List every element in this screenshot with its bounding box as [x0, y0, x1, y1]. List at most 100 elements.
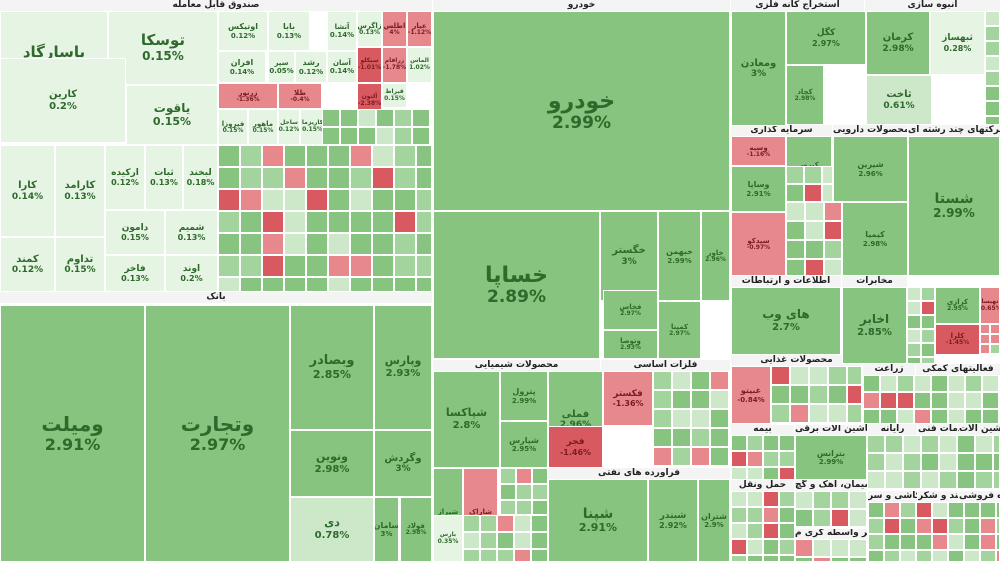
stock-tile-small[interactable]: [779, 435, 795, 451]
stock-tile-small[interactable]: [653, 390, 672, 409]
stock-tile[interactable]: پترول 2.99%: [500, 371, 548, 421]
stock-tile[interactable]: فخاس 2.97%: [603, 290, 658, 330]
stock-tile-small[interactable]: [809, 423, 828, 425]
stock-tile-small[interactable]: [763, 451, 779, 467]
stock-tile-small[interactable]: [710, 371, 729, 390]
stock-tile[interactable]: وگردش 3%: [374, 430, 432, 497]
stock-tile-small[interactable]: [394, 167, 416, 189]
stock-tile-small[interactable]: [907, 329, 921, 343]
stock-tile-small[interactable]: [786, 259, 805, 276]
stock-tile-small[interactable]: [885, 453, 903, 471]
stock-tile-small[interactable]: [804, 166, 822, 184]
stock-tile-small[interactable]: [500, 468, 516, 484]
stock-tile-small[interactable]: [328, 255, 350, 277]
stock-tile-small[interactable]: [897, 392, 914, 409]
stock-tile[interactable]: ومعادن 3%: [731, 11, 786, 126]
stock-tile[interactable]: لبخند 0.18%: [183, 145, 218, 210]
stock-tile[interactable]: خودرو 2.99%: [433, 11, 730, 211]
sector-header-chand[interactable]: شرکتهای چند رشته ای: [908, 125, 1000, 136]
stock-tile-small[interactable]: [350, 255, 372, 277]
stock-tile-small[interactable]: [805, 259, 824, 276]
stock-tile-small[interactable]: [779, 539, 795, 555]
stock-tile-small[interactable]: [480, 549, 497, 562]
stock-tile-small[interactable]: [416, 189, 432, 211]
stock-tile-small[interactable]: [372, 233, 394, 255]
stock-tile-small[interactable]: [322, 127, 340, 145]
sector-header-felezat[interactable]: فلزات اساسی: [601, 360, 730, 371]
stock-tile-small[interactable]: [900, 518, 916, 534]
stock-tile-small[interactable]: [980, 344, 990, 354]
stock-tile[interactable]: شیرین 2.96%: [833, 136, 908, 202]
stock-tile-small[interactable]: [868, 502, 884, 518]
sector-header-mashin[interactable]: ماشین آلات برقی: [795, 424, 867, 435]
stock-tile-small[interactable]: [822, 184, 833, 202]
sector-header-mokhaberat[interactable]: مخابرات: [842, 276, 907, 287]
stock-tile-small[interactable]: [218, 211, 240, 233]
stock-tile-small[interactable]: [306, 277, 328, 292]
stock-tile-small[interactable]: [306, 233, 328, 255]
stock-tile-small[interactable]: [763, 523, 779, 539]
stock-tile-small[interactable]: [463, 515, 480, 532]
stock-tile-small[interactable]: [322, 109, 340, 127]
stock-tile-small[interactable]: [828, 404, 847, 423]
stock-tile[interactable]: کلرا -1.45%: [935, 324, 980, 355]
stock-tile-small[interactable]: [394, 277, 416, 292]
stock-tile-small[interactable]: [262, 255, 284, 277]
stock-tile-small[interactable]: [218, 233, 240, 255]
stock-tile-small[interactable]: [885, 471, 903, 489]
stock-tile-small[interactable]: [532, 468, 548, 484]
stock-tile-small[interactable]: [284, 211, 306, 233]
stock-tile-small[interactable]: [531, 549, 548, 562]
stock-tile-small[interactable]: [531, 515, 548, 532]
stock-tile-small[interactable]: [430, 127, 432, 145]
stock-tile-small[interactable]: [990, 334, 1000, 344]
stock-tile[interactable]: یاقوت 0.15%: [126, 85, 218, 145]
stock-tile-small[interactable]: [747, 435, 763, 451]
stock-tile-small[interactable]: [416, 277, 432, 292]
stock-tile-small[interactable]: [372, 145, 394, 167]
stock-tile[interactable]: شپاکسا 2.8%: [433, 371, 500, 468]
stock-tile-small[interactable]: [921, 489, 939, 491]
stock-tile-small[interactable]: [779, 491, 795, 507]
stock-tile-small[interactable]: [900, 534, 916, 550]
stock-tile-small[interactable]: [957, 453, 975, 471]
stock-tile-small[interactable]: [672, 371, 691, 390]
stock-tile-small[interactable]: [980, 354, 990, 356]
stock-tile-small[interactable]: [907, 301, 921, 315]
stock-tile-small[interactable]: [514, 549, 531, 562]
stock-tile-small[interactable]: [691, 428, 710, 447]
stock-tile-small[interactable]: [863, 375, 880, 392]
stock-tile-small[interactable]: [262, 189, 284, 211]
stock-tile-small[interactable]: [710, 428, 729, 447]
stock-tile[interactable]: وبصادر 2.85%: [290, 305, 374, 430]
stock-tile-small[interactable]: [809, 385, 828, 404]
stock-tile[interactable]: وتجارت 2.97%: [145, 305, 290, 562]
stock-tile-small[interactable]: [884, 502, 900, 518]
stock-tile-small[interactable]: [416, 145, 432, 167]
stock-tile-small[interactable]: [763, 435, 779, 451]
stock-tile-small[interactable]: [993, 489, 1000, 491]
stock-tile-small[interactable]: [914, 392, 931, 409]
stock-tile-small[interactable]: [939, 471, 957, 489]
stock-tile-small[interactable]: [747, 491, 763, 507]
stock-tile-small[interactable]: [372, 255, 394, 277]
stock-tile-small[interactable]: [350, 211, 372, 233]
stock-tile-small[interactable]: [867, 453, 885, 471]
stock-tile-small[interactable]: [262, 167, 284, 189]
stock-tile-small[interactable]: [262, 145, 284, 167]
stock-tile-small[interactable]: [795, 557, 813, 562]
stock-tile-small[interactable]: [480, 515, 497, 532]
stock-tile-small[interactable]: [306, 167, 328, 189]
stock-tile-small[interactable]: [731, 435, 747, 451]
stock-tile-small[interactable]: [957, 435, 975, 453]
stock-tile-small[interactable]: [985, 71, 1000, 86]
stock-tile-small[interactable]: [863, 409, 880, 424]
stock-tile-small[interactable]: [394, 211, 416, 233]
stock-tile-small[interactable]: [916, 550, 932, 562]
sector-header-daroo[interactable]: محصولات دارویی: [833, 125, 907, 136]
stock-tile[interactable]: کرمان 2.98%: [866, 11, 930, 75]
stock-tile-small[interactable]: [691, 447, 710, 466]
stock-tile-small[interactable]: [463, 532, 480, 549]
stock-tile-small[interactable]: [897, 409, 914, 424]
stock-tile-small[interactable]: [921, 435, 939, 453]
